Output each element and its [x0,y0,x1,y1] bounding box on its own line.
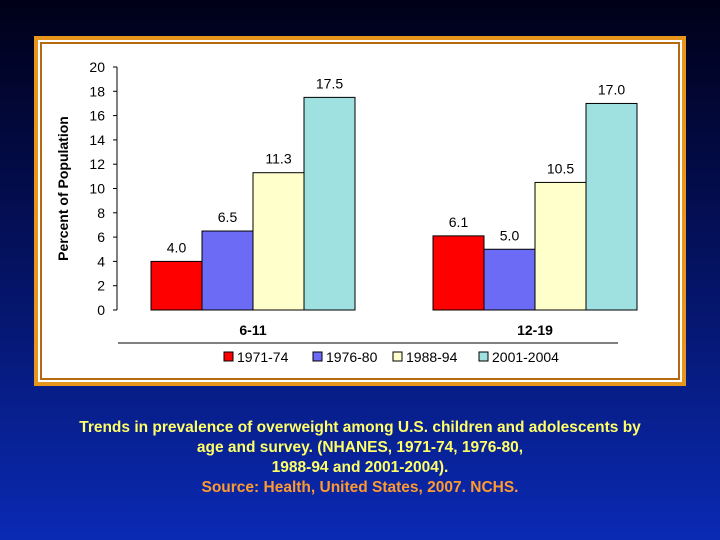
y-tick-label: 2 [97,278,105,294]
caption-line-1: Trends in prevalence of overweight among… [79,419,641,436]
bar-value-label: 17.0 [598,81,625,97]
caption: Trends in prevalence of overweight among… [20,418,700,498]
caption-line-3: 1988-94 and 2001-2004). [271,459,449,476]
y-tick-label: 6 [97,229,105,245]
y-axis-title: Percent of Population [55,116,71,261]
y-tick-label: 10 [89,181,105,197]
bar-6-11-1988-94 [252,172,305,311]
legend-swatch-1988-94 [392,351,403,362]
y-tick-label: 14 [89,132,105,148]
caption-source: Source: Health, United States, 2007. NCH… [201,479,519,496]
legend-swatch-1971-74 [223,351,234,362]
bar-12-19-1976-80 [483,248,536,311]
bar-value-label: 6.1 [449,214,469,230]
bar-value-label: 5.0 [500,227,520,243]
bar-12-19-1988-94 [534,181,587,311]
y-tick-label: 4 [97,253,105,269]
legend-label: 1971-74 [237,349,289,365]
legend-label: 1976-80 [326,349,378,365]
y-tick-label: 8 [97,205,105,221]
y-tick-label: 16 [89,108,105,124]
bar-value-label: 6.5 [218,209,238,225]
legend-label: 1988-94 [406,349,458,365]
bar-value-label: 10.5 [547,160,574,176]
legend-label: 2001-2004 [492,349,559,365]
chart-frame: 0 2 4 6 8 10 12 14 16 18 20 Percent of Population 4.… [34,36,686,386]
y-tick-label: 12 [89,156,105,172]
y-tick-label: 20 [89,59,105,75]
bar-6-11-1971-74 [150,260,203,311]
legend-swatch-2001-2004 [478,351,489,362]
caption-line-2: age and survey. (NHANES, 1971-74, 1976-8… [196,439,524,456]
x-category-label: 12-19 [517,322,553,338]
bar-12-19-2001-2004 [585,102,638,311]
y-tick-label: 0 [97,302,105,318]
y-tick-label: 18 [89,83,105,99]
bar-value-label: 4.0 [167,239,187,255]
bar-6-11-2001-2004 [303,96,356,311]
bar-chart: 0 2 4 6 8 10 12 14 16 18 20 Percent of Population 4.… [55,59,638,365]
x-category-label: 6-11 [239,322,266,338]
bar-6-11-1976-80 [201,230,254,311]
bar-value-label: 17.5 [316,75,343,91]
legend-swatch-1976-80 [312,351,323,362]
bar-value-label: 11.3 [265,151,291,167]
bar-12-19-1971-74 [432,235,485,311]
